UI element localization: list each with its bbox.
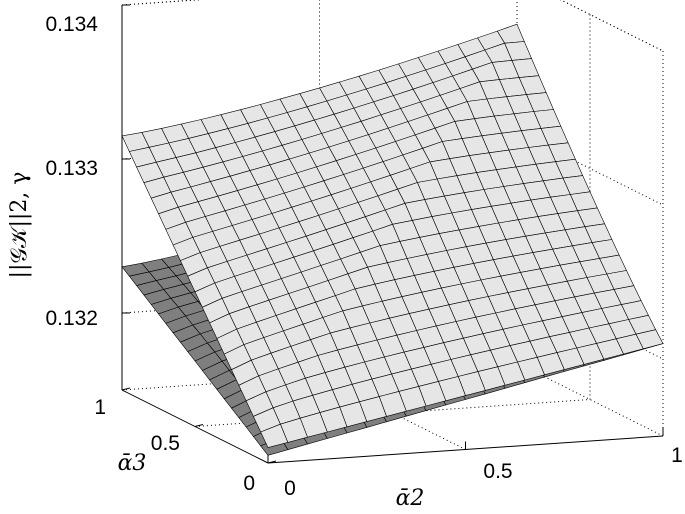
- surfaces: [121, 23, 664, 456]
- y-tick-0: 0: [243, 472, 255, 495]
- upper-surface: [121, 23, 664, 448]
- y-tick-mark: [267, 460, 277, 464]
- z-tick-0132: 0.132: [45, 307, 98, 330]
- side-wall-gridline: [516, 131, 664, 206]
- z-tick-0134: 0.134: [45, 13, 98, 36]
- surface-cell: [260, 423, 289, 448]
- z-axis-label: ||𝒢𝒦||2, γ: [7, 172, 32, 279]
- y-tick-mark: [121, 387, 131, 391]
- top-edge: [559, 0, 664, 52]
- x-axis-label: ᾱ2: [396, 486, 425, 511]
- y-tick-1: 1: [94, 396, 106, 419]
- y-axis-label: ᾱ3: [118, 451, 147, 476]
- x-tick-05: 0.5: [483, 460, 512, 483]
- y-tick-05: 0.5: [151, 432, 180, 455]
- axis-lines: [121, 4, 664, 464]
- x-tick-0: 0: [284, 477, 296, 500]
- y-tick-mark: [194, 424, 204, 427]
- z-tick-0133: 0.133: [45, 157, 98, 180]
- x-tick-1: 1: [671, 444, 683, 467]
